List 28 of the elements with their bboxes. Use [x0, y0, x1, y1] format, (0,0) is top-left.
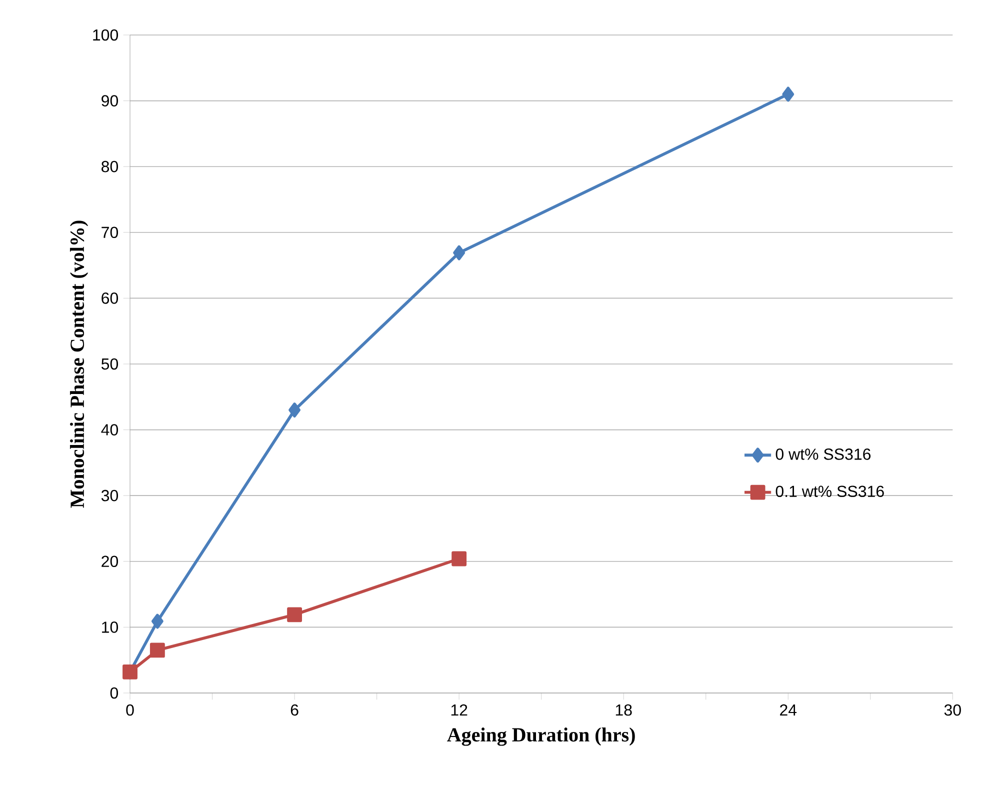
y-tick-label: 90 — [102, 95, 118, 106]
legend-label: 0 wt% SS316 — [776, 448, 871, 460]
y-tick-label: 40 — [101, 424, 118, 436]
y-tick-label: 100 — [93, 29, 118, 41]
y-tick-label: 70 — [102, 226, 118, 238]
point — [150, 642, 165, 658]
point — [287, 607, 302, 622]
legend-label: 0.1 wt% SS316 — [776, 486, 884, 498]
y-tick-label: 0 — [110, 687, 118, 699]
point — [288, 402, 301, 418]
point — [452, 551, 467, 566]
x-tick-label: 30 — [944, 704, 961, 716]
y-tick-label: 20 — [102, 556, 118, 568]
y-tick-label: 30 — [101, 490, 118, 502]
y-axis-title: Monoclinic Phase Content (vol%) — [70, 220, 88, 508]
y-tick-label: 60 — [102, 292, 118, 304]
point — [782, 86, 794, 102]
x-tick-label: 6 — [290, 704, 298, 716]
y-tick-label: 10 — [102, 622, 118, 633]
point — [453, 245, 466, 260]
x-axis-title: Ageing Duration (hrs) — [447, 728, 635, 746]
y-tick-label: 80 — [102, 160, 118, 172]
point — [151, 614, 164, 629]
x-tick-label: 24 — [780, 704, 797, 716]
x-tick-label: 0 — [126, 704, 134, 716]
x-tick-label: 18 — [616, 704, 632, 716]
y-tick-label: 50 — [101, 358, 118, 370]
x-tick-label: 12 — [451, 704, 468, 716]
